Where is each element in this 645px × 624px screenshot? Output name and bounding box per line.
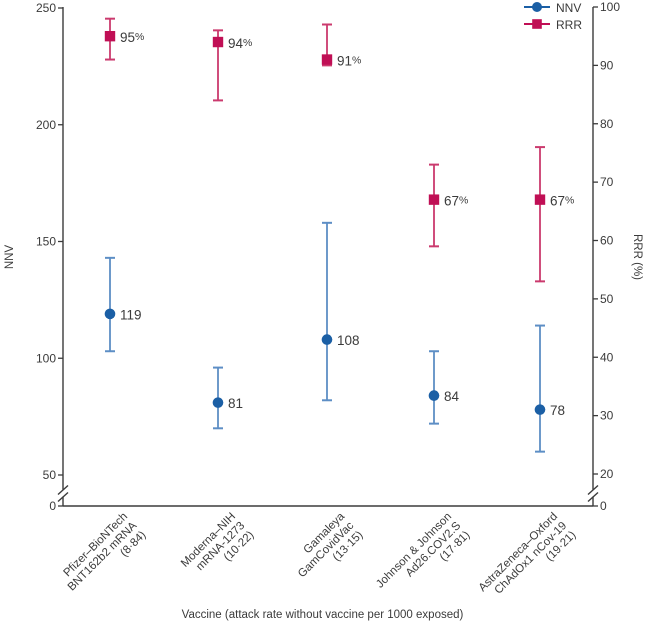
right-axis-tick-label: 70 <box>600 175 614 189</box>
rrr-point-marker <box>428 194 440 205</box>
nnv-point-label: 78 <box>550 403 565 418</box>
x-category-label: GamaleyaGamCovidVac(13·15) <box>287 510 366 589</box>
x-category-label: Pfizer–BioNTechBNT162b2 mRNA(8·84) <box>57 510 149 602</box>
left-axis-tick-label: 150 <box>36 235 56 249</box>
axis-break-slash <box>57 484 69 496</box>
axis-break-slash <box>587 484 599 496</box>
rrr-point-label: 67% <box>550 193 574 208</box>
rrr-point-marker <box>104 30 116 42</box>
right-axis-tick-label: 100 <box>600 0 620 14</box>
rrr-point-label: 95% <box>120 30 144 45</box>
legend-nnv-marker <box>532 2 542 12</box>
right-axis-tick-label: 80 <box>600 117 614 131</box>
nnv-point-label: 108 <box>337 333 360 348</box>
left-axis-tick-label: 50 <box>43 468 57 482</box>
legend-rrr-label: RRR <box>556 18 582 32</box>
legend-nnv-label: NNV <box>556 1 581 15</box>
x-category-label: Moderna–NIHmRNA-1273(10·22) <box>179 511 257 589</box>
right-axis-tick-label: 50 <box>600 292 614 306</box>
left-axis-tick-label: 250 <box>36 1 56 15</box>
axis-break-slash <box>587 491 599 503</box>
x-axis-title: Vaccine (attack rate without vaccine per… <box>181 609 464 621</box>
right-axis-tick-label: 0 <box>600 499 607 513</box>
x-category-label: AstraZeneca–OxfordChAdOx1 nCov-19(19·21) <box>477 511 579 613</box>
nnv-point-label: 81 <box>228 396 243 411</box>
left-axis-tick-label: 200 <box>36 118 56 132</box>
right-axis-title: RRR (%) <box>631 234 643 280</box>
x-category-label: Johnson & JohnsonAd26.COV2.S(17·81) <box>374 510 473 609</box>
right-axis-tick-label: 20 <box>600 467 614 481</box>
nnv-point-marker <box>534 404 546 415</box>
rrr-point-marker <box>212 36 224 48</box>
rrr-point-marker <box>534 194 546 205</box>
left-axis-tick-label: 100 <box>36 351 56 365</box>
right-axis-tick-label: 90 <box>600 58 614 72</box>
nnv-point-marker <box>428 390 440 401</box>
nnv-point-marker <box>104 308 116 320</box>
nnv-point-label: 84 <box>444 389 460 404</box>
rrr-point-label: 91% <box>337 53 361 68</box>
axis-break-slash <box>57 491 69 503</box>
right-axis-tick-label: 60 <box>600 234 614 248</box>
nnv-point-marker <box>212 397 224 408</box>
left-axis-title: NNV <box>4 245 16 270</box>
rrr-point-label: 94% <box>228 36 252 51</box>
left-axis-tick-label: 0 <box>49 499 56 513</box>
rrr-point-label: 67% <box>444 193 468 208</box>
right-axis-tick-label: 30 <box>600 409 614 423</box>
right-axis-tick-label: 40 <box>600 350 614 364</box>
nnv-point-marker <box>321 334 333 345</box>
rrr-point-marker <box>321 54 333 65</box>
nnv-point-label: 119 <box>120 307 142 322</box>
legend-rrr-marker <box>532 19 542 29</box>
